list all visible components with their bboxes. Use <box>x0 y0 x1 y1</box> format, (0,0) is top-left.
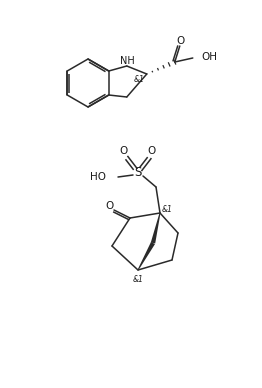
Text: &1: &1 <box>162 204 172 213</box>
Text: HO: HO <box>90 172 106 182</box>
Text: &1: &1 <box>133 275 143 284</box>
Text: OH: OH <box>202 52 218 62</box>
Polygon shape <box>151 213 161 244</box>
Text: O: O <box>148 146 156 156</box>
Text: S: S <box>134 166 142 180</box>
Polygon shape <box>138 242 155 270</box>
Text: O: O <box>105 201 113 211</box>
Text: NH: NH <box>121 56 135 66</box>
Text: &1: &1 <box>133 76 144 85</box>
Text: O: O <box>120 146 128 156</box>
Text: O: O <box>177 36 185 46</box>
